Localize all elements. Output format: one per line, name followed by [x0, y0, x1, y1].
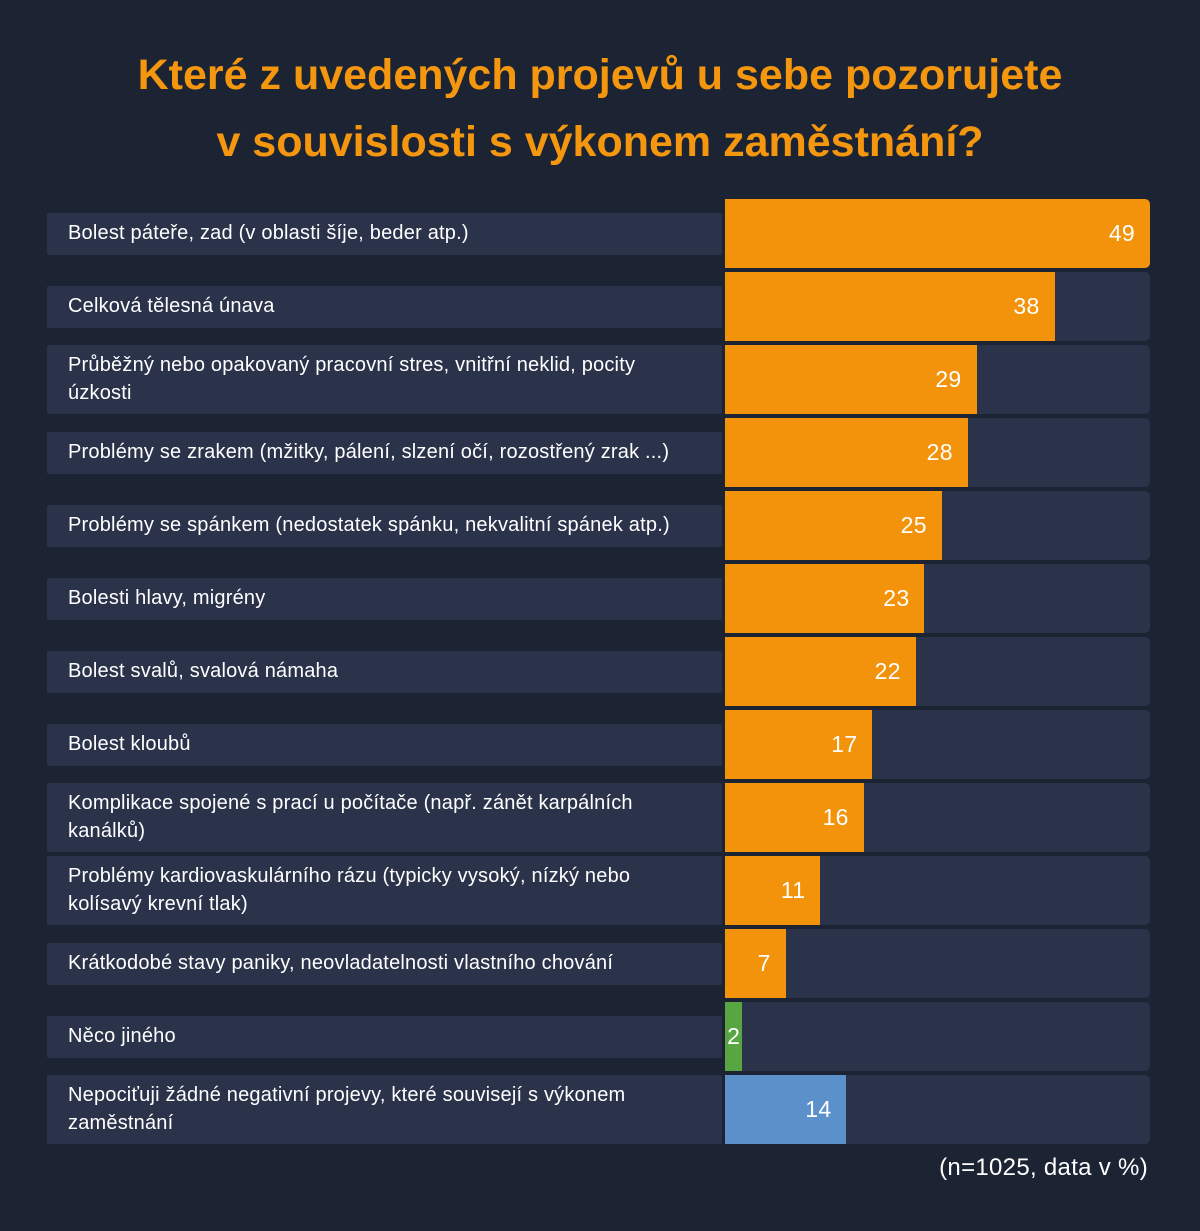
value-label: 11 — [780, 877, 806, 904]
category-label-cell: Průběžný nebo opakovaný pracovní stres, … — [47, 345, 722, 415]
bar: 22 — [725, 637, 916, 707]
category-label: Problémy se spánkem (nedostatek spánku, … — [47, 504, 722, 547]
bar-track: 7 — [725, 929, 1150, 999]
bar-track: 49 — [725, 199, 1150, 269]
chart-row: Nepociťuji žádné negativní projevy, kter… — [47, 1075, 1150, 1145]
bar: 7 — [725, 929, 786, 999]
chart-row: Komplikace spojené s prací u počítače (n… — [47, 783, 1150, 853]
category-label: Bolest svalů, svalová námaha — [47, 650, 722, 693]
bar-track: 29 — [725, 345, 1150, 415]
chart-row: Problémy se zrakem (mžitky, pálení, slze… — [47, 418, 1150, 488]
category-label-cell: Problémy se spánkem (nedostatek spánku, … — [47, 504, 722, 547]
bar-track: 14 — [725, 1075, 1150, 1145]
bar-track: 16 — [725, 783, 1150, 853]
value-label: 25 — [900, 512, 927, 539]
category-label-cell: Problémy kardiovaskulárního rázu (typick… — [47, 856, 722, 926]
bar: 49 — [725, 199, 1150, 269]
category-label-cell: Něco jiného — [47, 1015, 722, 1058]
bar-track: 23 — [725, 564, 1150, 634]
value-label: 7 — [757, 950, 771, 977]
bar: 28 — [725, 418, 968, 488]
bar: 29 — [725, 345, 977, 415]
sample-size-note: (n=1025, data v %) — [939, 1154, 1148, 1182]
bar-track: 28 — [725, 418, 1150, 488]
chart-title: Které z uvedených projevů u sebe pozoruj… — [0, 0, 1200, 175]
bar-track: 11 — [725, 856, 1150, 926]
chart-row: Bolest páteře, zad (v oblasti šíje, bede… — [47, 199, 1150, 269]
chart-row: Bolesti hlavy, migrény 23 — [47, 564, 1150, 634]
value-label: 17 — [831, 731, 858, 758]
chart-row: Problémy kardiovaskulárního rázu (typick… — [47, 856, 1150, 926]
bar: 16 — [725, 783, 864, 853]
chart-row: Problémy se spánkem (nedostatek spánku, … — [47, 491, 1150, 561]
category-label: Nepociťuji žádné negativní projevy, kter… — [47, 1075, 722, 1145]
bar: 17 — [725, 710, 873, 780]
category-label-cell: Komplikace spojené s prací u počítače (n… — [47, 783, 722, 853]
category-label: Problémy se zrakem (mžitky, pálení, slze… — [47, 431, 722, 474]
value-label: 2 — [727, 1023, 741, 1050]
category-label-cell: Krátkodobé stavy paniky, neovladatelnost… — [47, 942, 722, 985]
bar: 14 — [725, 1075, 847, 1145]
value-label: 28 — [926, 439, 953, 466]
value-label: 49 — [1108, 220, 1135, 247]
bar-track: 25 — [725, 491, 1150, 561]
value-label: 23 — [883, 585, 910, 612]
chart-title-line-2: v souvislosti s výkonem zaměstnání? — [216, 117, 984, 166]
chart-title-line-1: Které z uvedených projevů u sebe pozoruj… — [137, 51, 1063, 99]
chart-row: Průběžný nebo opakovaný pracovní stres, … — [47, 345, 1150, 415]
chart-row: Celková tělesná únava 38 — [47, 272, 1150, 342]
bar: 38 — [725, 272, 1055, 342]
value-label: 16 — [822, 804, 849, 831]
chart-row: Bolest svalů, svalová námaha 22 — [47, 637, 1150, 707]
chart-row: Bolest kloubů 17 — [47, 710, 1150, 780]
category-label: Něco jiného — [47, 1015, 722, 1058]
chart-row: Krátkodobé stavy paniky, neovladatelnost… — [47, 929, 1150, 999]
category-label: Krátkodobé stavy paniky, neovladatelnost… — [47, 942, 722, 985]
category-label: Celková tělesná únava — [47, 285, 722, 328]
category-label-cell: Bolesti hlavy, migrény — [47, 577, 722, 620]
category-label: Bolest páteře, zad (v oblasti šíje, bede… — [47, 212, 722, 255]
category-label: Bolest kloubů — [47, 723, 722, 766]
value-label: 22 — [874, 658, 901, 685]
category-label: Problémy kardiovaskulárního rázu (typick… — [47, 856, 722, 926]
bar-track: 38 — [725, 272, 1150, 342]
category-label-cell: Bolest kloubů — [47, 723, 722, 766]
category-label-cell: Bolest páteře, zad (v oblasti šíje, bede… — [47, 212, 722, 255]
bar: 2 — [725, 1002, 743, 1072]
bar: 25 — [725, 491, 942, 561]
category-label-cell: Problémy se zrakem (mžitky, pálení, slze… — [47, 431, 722, 474]
category-label: Bolesti hlavy, migrény — [47, 577, 722, 620]
category-label: Průběžný nebo opakovaný pracovní stres, … — [47, 345, 722, 415]
category-label-cell: Celková tělesná únava — [47, 285, 722, 328]
bar: 23 — [725, 564, 925, 634]
bar-chart: Bolest páteře, zad (v oblasti šíje, bede… — [47, 199, 1150, 1145]
category-label: Komplikace spojené s prací u počítače (n… — [47, 783, 722, 853]
value-label: 38 — [1013, 293, 1040, 320]
value-label: 29 — [935, 366, 962, 393]
bar-track: 17 — [725, 710, 1150, 780]
value-label: 14 — [805, 1096, 832, 1123]
category-label-cell: Nepociťuji žádné negativní projevy, kter… — [47, 1075, 722, 1145]
bar: 11 — [725, 856, 821, 926]
chart-row: Něco jiného 2 — [47, 1002, 1150, 1072]
bar-track: 22 — [725, 637, 1150, 707]
category-label-cell: Bolest svalů, svalová námaha — [47, 650, 722, 693]
bar-track: 2 — [725, 1002, 1150, 1072]
